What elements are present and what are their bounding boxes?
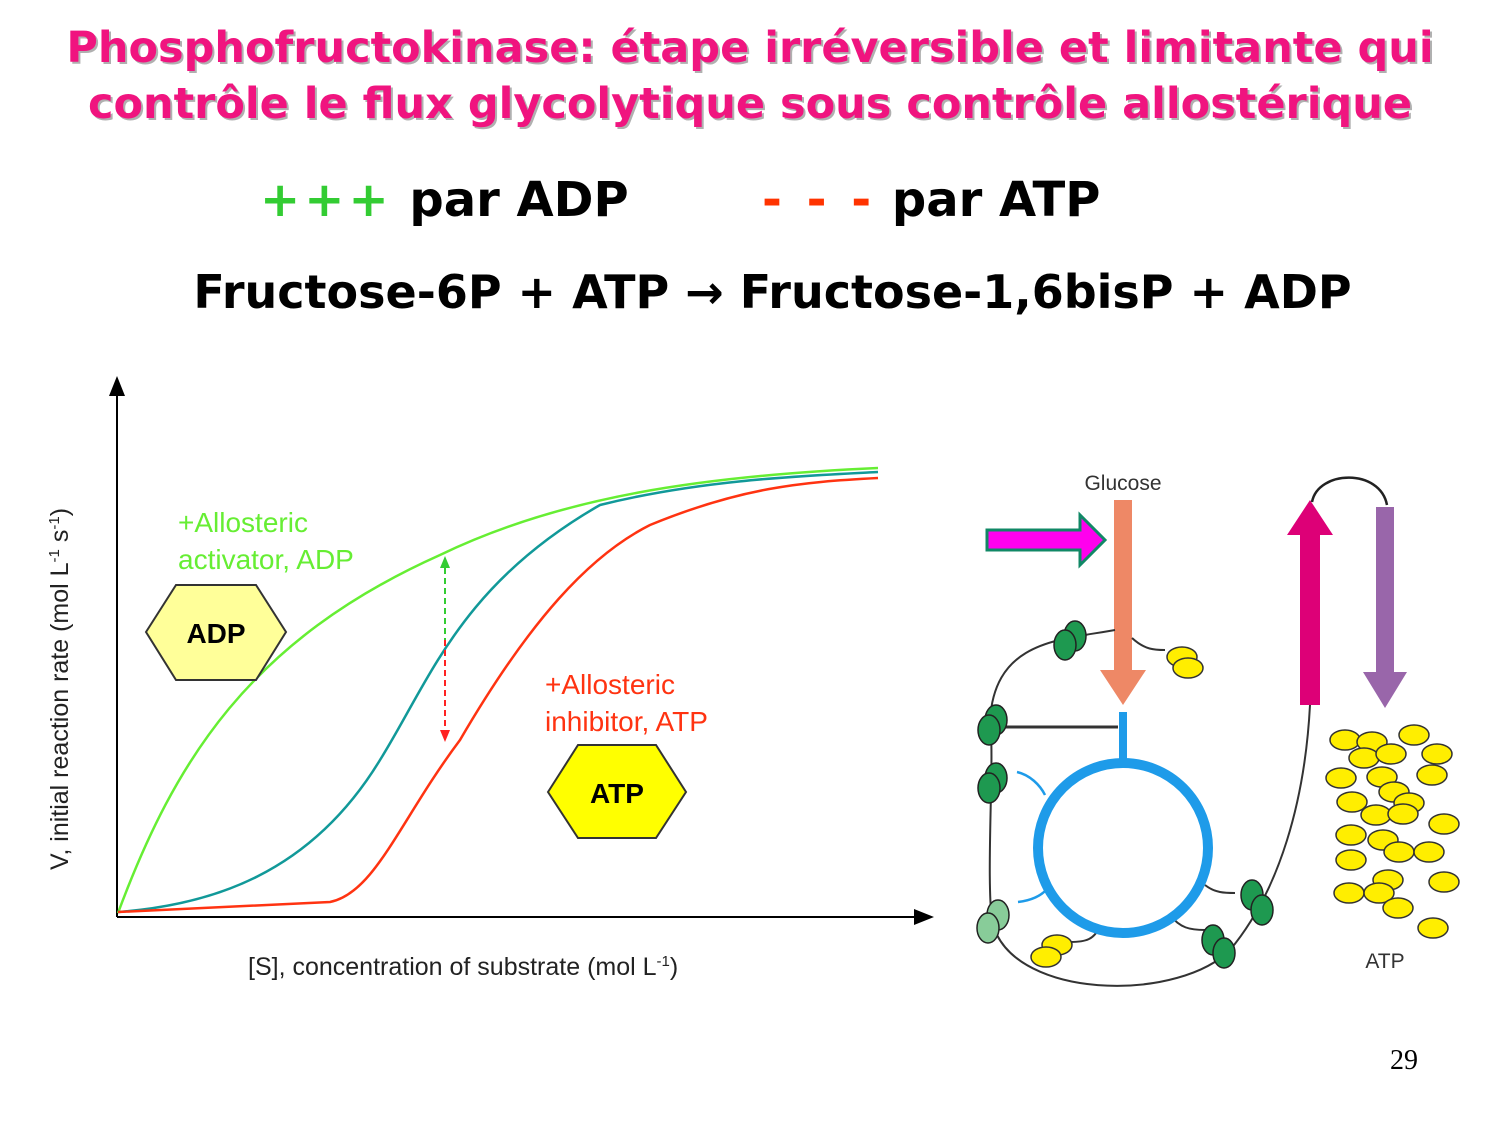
pathway-line: [988, 629, 1116, 931]
cycle-circle: [1033, 758, 1213, 938]
reaction-equation: Fructose-6P + ATP → Fructose-1,6bisP + A…: [193, 265, 1352, 319]
arrow-up-icon: [440, 556, 450, 568]
glucose-label: Glucose: [1084, 472, 1161, 495]
legend-inhibition: - - - par ATP: [762, 172, 1100, 228]
page-number: 29: [1390, 1045, 1418, 1076]
cycle-branch: [1016, 770, 1047, 796]
curve-normal: [117, 470, 879, 914]
graph: +Allosteric activator, ADP +Allosteric i…: [46, 376, 934, 981]
adp-hexagon-label: ADP: [186, 618, 245, 649]
activation-symbol: +++: [260, 172, 393, 228]
inhibition-text: par ATP: [891, 172, 1101, 228]
inhibition-symbol: - - -: [762, 172, 876, 228]
magenta-arrow-icon: [985, 511, 1108, 569]
glucose-arrow-icon: [1100, 500, 1146, 705]
y-axis-label: V, initial reaction rate (mol L-1 s-1): [46, 508, 74, 870]
purple-down-arrow-icon: [1363, 507, 1407, 708]
slide-title-line1: Phosphofructokinase: étape irréversible …: [66, 23, 1434, 73]
inhibitor-label-1: +Allosteric: [545, 669, 675, 700]
atp-label: ATP: [1365, 950, 1404, 973]
curve-inhibited: [117, 476, 879, 914]
x-axis-label: [S], concentration of substrate (mol L-1…: [248, 953, 678, 981]
cycle-branch: [1017, 884, 1052, 904]
atp-molecule-icons: [1030, 646, 1460, 968]
slide-title-line2: contrôle le flux glycolytique sous contr…: [87, 79, 1413, 129]
x-axis-arrow-icon: [914, 909, 934, 925]
connector-line: [1204, 884, 1236, 894]
enzyme-icons: [976, 620, 1274, 969]
activator-label-1: +Allosteric: [178, 507, 308, 538]
atp-hexagon: [546, 744, 688, 839]
pink-up-arrow-icon: [1287, 500, 1333, 705]
curve-activated: [116, 466, 879, 914]
atp-cycle-loop: [1310, 476, 1389, 506]
activator-label-2: activator, ADP: [178, 544, 354, 575]
legend-activation: +++ par ADP: [260, 172, 629, 228]
atp-hexagon-label: ATP: [590, 778, 644, 809]
y-axis-arrow-icon: [109, 376, 125, 396]
inhibitor-label-2: inhibitor, ATP: [545, 706, 708, 737]
arrow-down-icon: [440, 730, 450, 742]
cell-diagram: Glucose: [976, 472, 1460, 987]
adp-hexagon: [144, 584, 288, 681]
activation-text: par ADP: [409, 172, 629, 228]
connector-line: [1131, 637, 1166, 651]
